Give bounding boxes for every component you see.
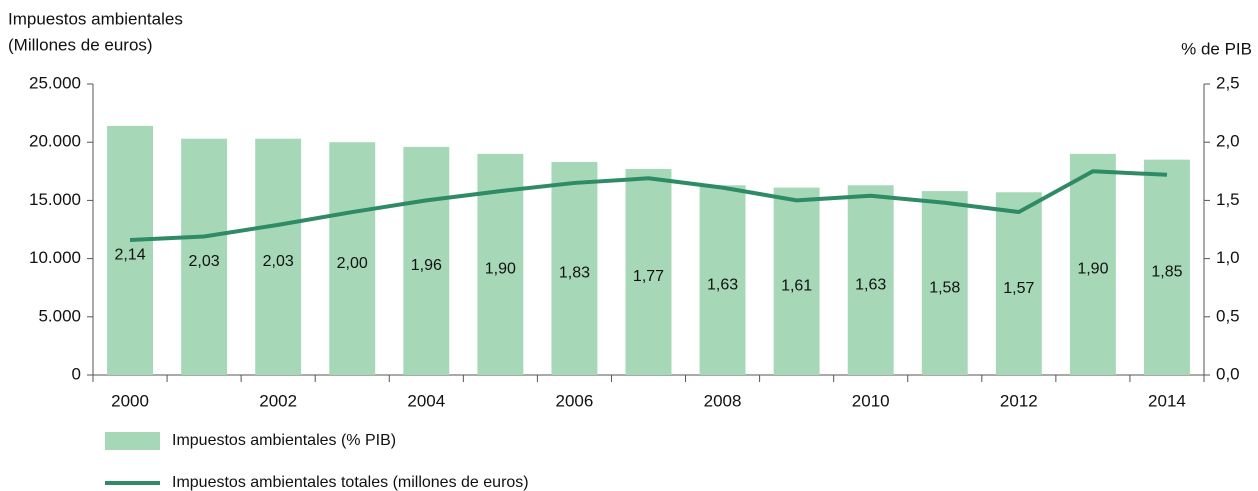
data-label: 1,63 [707, 276, 738, 293]
y-tick-label: 15.000 [29, 190, 81, 209]
x-tick-label: 2014 [1148, 391, 1186, 410]
x-tick-label: 2012 [1000, 391, 1038, 410]
data-label: 1,63 [855, 276, 886, 293]
data-label: 1,61 [781, 278, 812, 295]
data-label: 2,00 [337, 255, 368, 272]
x-tick-label: 2006 [556, 391, 594, 410]
bar [773, 187, 820, 375]
data-label: 1,85 [1151, 264, 1182, 281]
bar [329, 142, 376, 375]
x-tick-label: 2004 [407, 391, 445, 410]
data-label: 2,03 [263, 253, 294, 270]
line [129, 169, 1168, 242]
data-label: 1,57 [1003, 280, 1034, 297]
y-axis-title: (Millones de euros) [8, 35, 153, 54]
y-tick-label: 5.000 [38, 306, 81, 325]
y2-tick-label: 1,0 [1216, 248, 1240, 267]
y2-tick-label: 2,5 [1216, 73, 1240, 92]
y2-tick-label: 1,5 [1216, 190, 1240, 209]
data-label: 1,90 [485, 261, 516, 278]
data-label: 1,77 [633, 268, 664, 285]
data-label: 1,83 [559, 265, 590, 282]
y2-tick-label: 0,5 [1216, 306, 1240, 325]
bar [1069, 153, 1116, 375]
data-label: 1,58 [929, 279, 960, 296]
y2-tick-label: 0,0 [1216, 364, 1240, 383]
bar [625, 168, 672, 375]
x-tick-label: 2002 [259, 391, 297, 410]
bar [1144, 159, 1190, 375]
bar [255, 138, 302, 375]
y-tick-label: 10.000 [29, 248, 81, 267]
y-axis-title: Impuestos ambientales [8, 9, 183, 28]
x-tick-label: 2000 [111, 391, 149, 410]
legend-label: Impuestos ambientales totales (millones … [172, 474, 529, 491]
legend-label: Impuestos ambientales (% PIB) [172, 432, 396, 449]
y-tick-label: 25.000 [29, 73, 81, 92]
x-tick-label: 2010 [852, 391, 890, 410]
bar [551, 161, 598, 375]
data-label: 1,96 [411, 257, 442, 274]
y-tick-label: 0 [72, 364, 81, 383]
bar [107, 125, 153, 376]
y-tick-label: 20.000 [29, 132, 81, 151]
bar [181, 138, 228, 375]
bar [847, 185, 894, 375]
data-label: 1,90 [1077, 261, 1108, 278]
bar [403, 146, 450, 375]
y2-tick-label: 2,0 [1216, 132, 1240, 151]
data-label: 2,03 [189, 253, 220, 270]
bar [995, 192, 1042, 375]
legend-swatch [105, 432, 160, 450]
y2-axis-title: % de PIB [1181, 39, 1252, 58]
data-label: 2,14 [114, 247, 145, 264]
x-tick-label: 2008 [704, 391, 742, 410]
bar [699, 185, 746, 375]
bar [921, 191, 968, 375]
